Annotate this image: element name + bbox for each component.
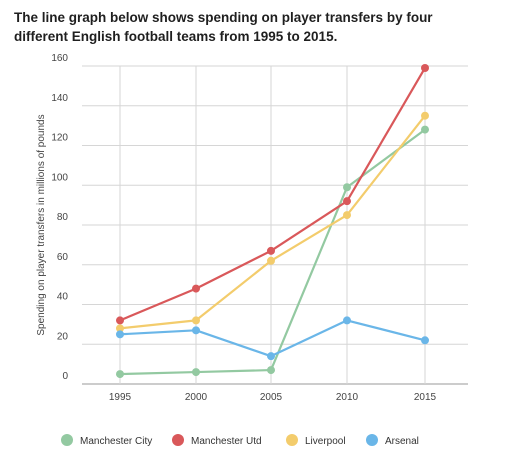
data-point [267, 352, 275, 361]
data-point [343, 197, 351, 206]
y-tick-label: 160 [51, 53, 68, 64]
series-line [119, 319, 426, 358]
x-tick-label: 2015 [414, 392, 437, 403]
data-point [192, 368, 200, 377]
x-tick-label: 2010 [336, 392, 359, 403]
data-point [267, 366, 275, 375]
y-tick-label: 40 [57, 292, 69, 303]
data-point [343, 183, 351, 192]
x-tick-label: 1995 [109, 392, 132, 403]
data-point [116, 324, 124, 333]
y-tick-label: 60 [57, 252, 69, 263]
y-tick-label: 100 [51, 172, 68, 183]
legend-label: Manchester City [80, 436, 152, 447]
data-point [421, 63, 429, 72]
data-point [421, 125, 429, 134]
chart-heading: The line graph below shows spending on p… [14, 8, 494, 46]
data-point [343, 316, 351, 325]
x-tick-label: 2005 [260, 392, 283, 403]
legend-marker [366, 434, 378, 446]
data-point [421, 336, 429, 345]
data-point [343, 211, 351, 220]
legend-label: Arsenal [385, 436, 419, 447]
data-point [192, 316, 200, 325]
data-point [267, 256, 275, 265]
y-tick-labels: 0 20 40 60 80 100 120 140 160 [51, 53, 68, 382]
data-point [267, 246, 275, 255]
data-point [192, 284, 200, 293]
y-tick-label: 20 [57, 331, 69, 342]
y-tick-label: 0 [62, 371, 68, 382]
data-point [116, 330, 124, 339]
legend-marker [172, 434, 184, 446]
data-point [421, 111, 429, 120]
heading-line-2: different English football teams from 19… [14, 29, 338, 44]
y-tick-label: 120 [51, 133, 68, 144]
chart-series [116, 63, 429, 379]
y-tick-label: 140 [51, 93, 68, 104]
legend-marker [286, 434, 298, 446]
chart-legend: Manchester City Manchester Utd Liverpool Ar… [61, 434, 419, 447]
heading-line-1: The line graph below shows spending on p… [14, 10, 433, 25]
x-tick-labels: 1995 2000 2005 2010 2015 [109, 392, 437, 403]
legend-label: Manchester Utd [191, 436, 262, 447]
legend-marker [61, 434, 73, 446]
data-point [116, 316, 124, 325]
data-point [116, 370, 124, 379]
data-point [192, 326, 200, 335]
legend-label: Liverpool [305, 436, 346, 447]
x-tick-label: 2000 [185, 392, 208, 403]
y-axis-label: Spending on player transfers in millions… [36, 114, 47, 335]
y-tick-label: 80 [57, 212, 69, 223]
